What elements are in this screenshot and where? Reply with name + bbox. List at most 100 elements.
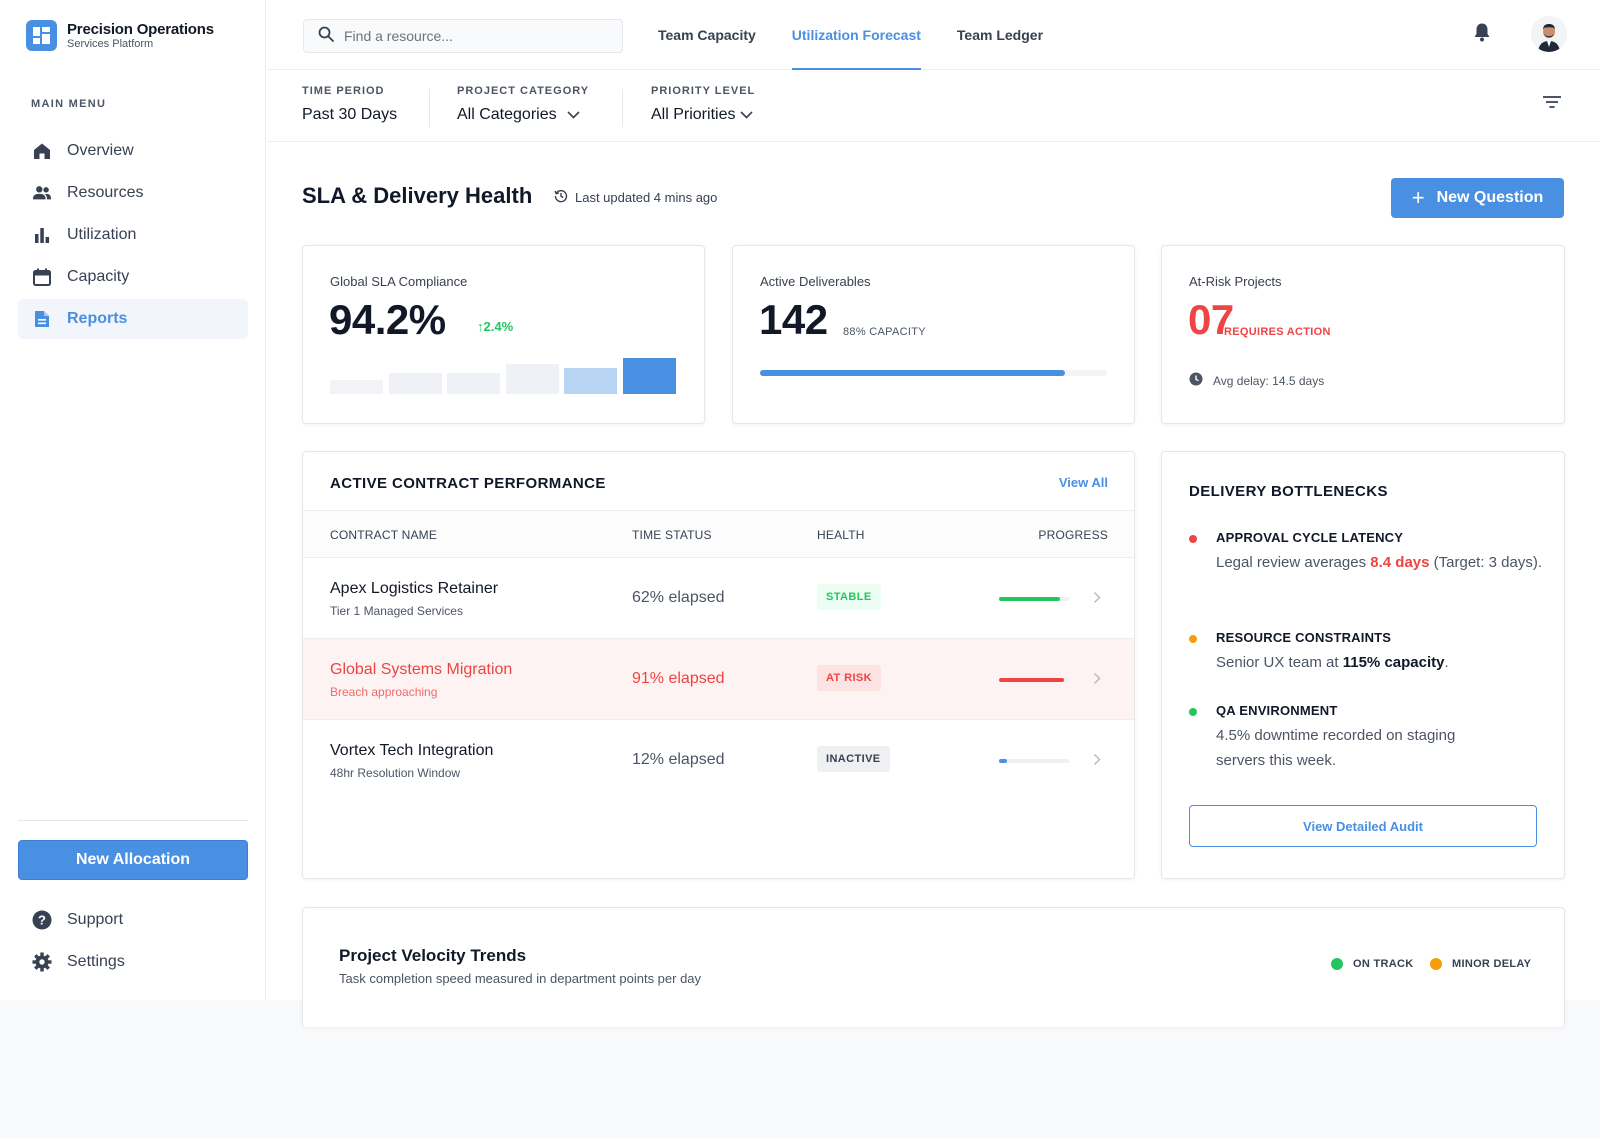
sidebar-item-label: Reports [67, 310, 128, 327]
kpi-delta-value: 2.4% [483, 319, 514, 334]
filter-value: All Priorities [651, 106, 736, 123]
gear-icon [32, 952, 52, 972]
progress-bar [999, 759, 1069, 763]
column-header[interactable]: PROGRESS [1038, 528, 1108, 542]
new-allocation-button[interactable]: New Allocation [18, 840, 248, 880]
filter-label: PROJECT CATEGORY [457, 85, 590, 97]
people-icon [32, 183, 52, 203]
tab-team-ledger[interactable]: Team Ledger [956, 27, 1044, 43]
avatar[interactable] [1531, 16, 1567, 52]
table-row[interactable]: Apex Logistics Retainer Tier 1 Managed S… [303, 558, 1134, 639]
sidebar-item-capacity[interactable]: Capacity [18, 257, 248, 297]
plus-icon: + [1411, 185, 1425, 210]
sidebar-item-label: Overview [67, 142, 134, 159]
app-shell: Precision Operations Services Platform M… [18, 0, 1600, 1027]
history-icon [554, 189, 568, 206]
chevron-right-icon[interactable] [1093, 591, 1101, 609]
legend-dot [1331, 958, 1343, 970]
section-title: ACTIVE CONTRACT PERFORMANCE [330, 475, 606, 492]
filter-time-period[interactable]: TIME PERIOD Past 30 Days [302, 85, 397, 124]
last-updated: Last updated 4 mins ago [554, 189, 717, 206]
clock-icon [1189, 372, 1203, 389]
sidebar-item-utilization[interactable]: Utilization [18, 215, 248, 255]
bottleneck-text: 4.5% downtime recorded on staging server… [1216, 723, 1506, 773]
progress-bar [999, 597, 1069, 601]
time-status: 62% elapsed [632, 589, 725, 606]
contract-subtitle: 48hr Resolution Window [330, 766, 461, 780]
status-dot [1189, 635, 1197, 643]
notification-bell-icon[interactable] [1473, 22, 1491, 47]
search-input[interactable] [344, 28, 604, 44]
filter-value: Past 30 Days [302, 106, 398, 123]
filter-priority-level[interactable]: PRIORITY LEVEL All Priorities [651, 85, 755, 124]
progress-bar [999, 678, 1069, 682]
sla-trend-bar [330, 380, 383, 394]
view-detailed-audit-button[interactable]: View Detailed Audit [1189, 805, 1537, 847]
filter-value: All Categories [457, 106, 557, 123]
sla-trend-bar [388, 373, 442, 394]
bottleneck-text: Legal review averages 8.4 days (Target: … [1216, 550, 1546, 575]
sidebar-item-resources[interactable]: Resources [18, 173, 248, 213]
bottleneck-title: RESOURCE CONSTRAINTS [1216, 630, 1392, 645]
avg-delay: Avg delay: 14.5 days [1189, 372, 1324, 389]
sidebar-item-overview[interactable]: Overview [18, 131, 248, 171]
view-all-link[interactable]: View All [1058, 475, 1108, 490]
capacity-progress-fill [760, 370, 1066, 376]
sidebar-item-settings[interactable]: Settings [18, 942, 248, 982]
brand[interactable]: Precision Operations Services Platform [26, 20, 214, 51]
sidebar-item-label: Resources [67, 184, 144, 201]
section-title: DELIVERY BOTTLENECKS [1189, 483, 1388, 500]
bottleneck-text-part: Legal review averages [1216, 554, 1371, 571]
brand-subtitle: Services Platform [67, 38, 154, 50]
time-status: 91% elapsed [632, 670, 725, 687]
menu-label: MAIN MENU [31, 98, 107, 110]
time-status: 12% elapsed [632, 751, 725, 768]
contract-subtitle: Breach approaching [330, 685, 438, 699]
kpi-card-sla: Global SLA Compliance 94.2% ↑2.4% [302, 245, 705, 424]
filter-divider [622, 89, 623, 127]
chevron-right-icon[interactable] [1093, 753, 1101, 771]
bottleneck-title: QA ENVIRONMENT [1216, 703, 1338, 718]
section-subtitle: Task completion speed measured in depart… [339, 971, 702, 986]
tab-team-capacity[interactable]: Team Capacity [658, 27, 756, 43]
bottleneck-text-part: 4.5% downtime recorded on staging server… [1216, 727, 1456, 769]
tab-utilization-forecast[interactable]: Utilization Forecast [791, 0, 922, 70]
sla-trend-bar [564, 368, 618, 394]
legend-label: MINOR DELAY [1452, 958, 1532, 970]
table-row[interactable]: Vortex Tech Integration 48hr Resolution … [303, 720, 1134, 801]
sidebar-item-support[interactable]: ? Support [18, 900, 248, 940]
status-badge: STABLE [817, 584, 881, 610]
kpi-value: 142 [759, 296, 828, 343]
filter-list-icon[interactable] [1543, 95, 1561, 114]
filter-bar: TIME PERIOD Past 30 Days PROJECT CATEGOR… [267, 71, 1600, 142]
search-box[interactable] [303, 19, 623, 53]
legend-dot [1430, 958, 1442, 970]
kpi-value: 94.2% [329, 296, 446, 343]
filter-label: TIME PERIOD [302, 85, 385, 97]
sidebar-item-reports[interactable]: Reports [18, 299, 248, 339]
sla-trend-bar [505, 364, 559, 394]
sidebar-item-label: Capacity [67, 268, 130, 285]
new-question-button[interactable]: + New Question [1391, 178, 1564, 218]
velocity-trends-card: Project Velocity Trends Task completion … [302, 907, 1565, 1027]
bar-chart-icon [32, 225, 52, 245]
column-header[interactable]: TIME STATUS [632, 528, 712, 542]
column-header[interactable]: HEALTH [817, 528, 865, 542]
bottleneck-highlight: 8.4 days [1370, 554, 1430, 571]
chevron-down-icon [567, 106, 580, 124]
filter-project-category[interactable]: PROJECT CATEGORY All Categories [457, 85, 589, 124]
sidebar-divider [18, 820, 248, 821]
help-icon: ? [32, 910, 52, 930]
search-icon [318, 26, 334, 47]
chevron-right-icon[interactable] [1093, 672, 1101, 690]
kpi-capacity: 88% CAPACITY [843, 326, 926, 338]
kpi-label: Active Deliverables [760, 274, 871, 289]
table-row[interactable]: Global Systems Migration Breach approach… [303, 639, 1134, 720]
column-header[interactable]: CONTRACT NAME [330, 528, 438, 542]
progress-bar-fill [999, 597, 1060, 601]
filter-label: PRIORITY LEVEL [651, 85, 756, 97]
svg-text:?: ? [38, 913, 46, 928]
status-dot [1189, 708, 1197, 716]
delivery-bottlenecks-card: DELIVERY BOTTLENECKS APPROVAL CYCLE LATE… [1161, 451, 1565, 879]
secondary-nav: ? Support Settings [18, 900, 248, 984]
